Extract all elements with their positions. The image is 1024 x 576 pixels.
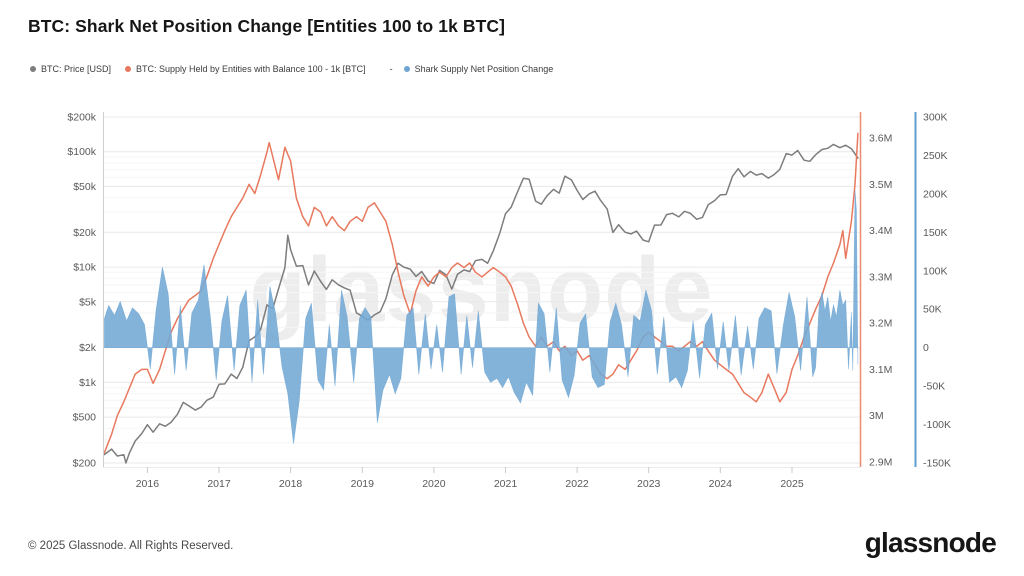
year-tick-label: 2020 [422,478,446,490]
price-tick-label: $500 [73,412,97,424]
chart-plot-area[interactable] [103,112,860,467]
supply-tick-label: 3.5M [869,179,892,191]
price-tick-label: $50k [73,181,97,193]
legend-dot-icon [403,66,410,72]
price-tick-label: $100k [67,146,96,158]
supply-tick-label: 2.9M [869,457,892,469]
chart-legend: BTC: Price [USD] BTC: Supply Held by Enti… [30,64,567,74]
year-tick-label: 2016 [136,478,160,490]
npc-tick-label: 300K [923,112,948,124]
npc-tick-label: 150K [923,227,948,239]
page-title: BTC: Shark Net Position Change [Entities… [28,16,506,36]
legend-label: BTC: Price [USD] [41,64,112,74]
supply-line [103,132,859,454]
year-tick-label: 2021 [494,478,518,490]
legend-label: Shark Supply Net Position Change [414,64,554,74]
price-tick-label: $200 [73,458,97,470]
price-tick-label: $5k [79,296,97,308]
axes [103,112,917,468]
year-tick-label: 2018 [279,478,303,490]
price-tick-label: $1k [79,377,97,389]
legend-item-2[interactable]: Shark Supply Net Position Change [403,64,554,74]
price-tick-label: $200k [67,112,96,124]
price-tick-label: $10k [73,262,97,274]
npc-tick-label: 250K [923,150,948,162]
legend-item-0[interactable]: BTC: Price [USD] [30,64,111,74]
legend-label: BTC: Supply Held by Entities with Balanc… [136,64,366,74]
npc-tick-label: -100K [923,419,951,431]
year-tick-label: 2025 [780,478,804,490]
price-tick-label: $2k [79,342,97,354]
legend-dot-icon [125,66,132,72]
supply-tick-label: 3.2M [869,318,892,330]
price-line [103,143,859,464]
legend-dot-icon [30,66,36,72]
year-tick-label: 2024 [709,478,733,490]
npc-tick-label: -150K [923,458,951,470]
year-tick-label: 2019 [351,478,375,490]
supply-tick-label: 3.4M [869,225,892,237]
legend-separator: - [389,64,393,74]
npc-tick-label: 0 [923,342,929,354]
supply-tick-label: 3.1M [869,364,892,376]
npc-tick-label: 100K [923,265,948,277]
legend-item-1[interactable]: BTC: Supply Held by Entities with Balanc… [125,64,366,74]
npc-tick-label: -50K [923,381,945,393]
net-position-change-area [104,189,859,444]
chart-series [103,132,859,464]
copyright-text: © 2025 Glassnode. All Rights Reserved. [28,540,234,552]
supply-tick-label: 3M [869,410,884,422]
supply-tick-label: 3.3M [869,271,892,283]
glassnode-logo: glassnode [864,527,997,558]
npc-tick-label: 50K [923,304,942,316]
supply-tick-label: 3.6M [869,133,892,145]
year-tick-label: 2017 [207,478,231,490]
axis-labels: $200k $100k $50k $20k $10k $5k $2k $1k $500 $200 3… [67,112,951,491]
year-tick-label: 2022 [565,478,589,490]
year-tick-label: 2023 [637,478,661,490]
price-tick-label: $20k [73,227,97,239]
npc-tick-label: 200K [923,188,948,200]
